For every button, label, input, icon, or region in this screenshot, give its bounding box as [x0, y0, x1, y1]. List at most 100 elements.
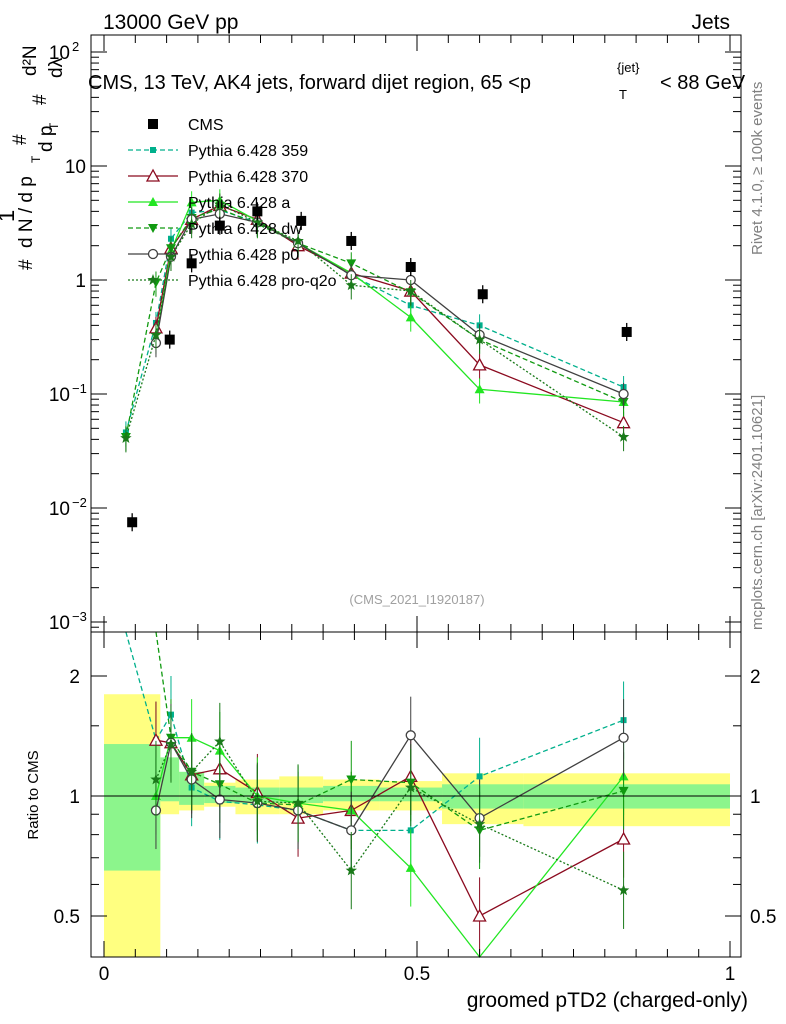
- cms-data-point: [214, 220, 225, 231]
- title-main: CMS, 13 TeV, AK4 jets, forward dijet reg…: [88, 72, 531, 94]
- ratio-marker: [346, 775, 357, 785]
- title-end: < 88 GeV: [660, 72, 746, 94]
- legend-marker-cms: [148, 119, 158, 129]
- title-sub: T: [619, 87, 627, 102]
- ratio-marker: [214, 735, 226, 747]
- ylabel-hash1: #: [16, 259, 37, 270]
- ratio-marker: [476, 773, 483, 780]
- ratio-marker: [472, 908, 487, 922]
- cms-data-point: [621, 326, 632, 337]
- series-marker: [474, 384, 485, 394]
- series-marker: [186, 197, 197, 207]
- ratio-marker: [185, 765, 198, 777]
- series-line: [125, 203, 624, 439]
- series-marker: [165, 250, 177, 262]
- ratio-y-tick-label-right: 2: [750, 667, 761, 688]
- main-y-tick-label: 10: [49, 613, 70, 634]
- ylabel-hash2: #: [10, 134, 31, 145]
- ratio-series-line: [155, 737, 625, 959]
- ratio-series-line: [155, 740, 624, 891]
- main-y-tick-label: 1: [75, 271, 86, 292]
- ylabel-dN: d N / d p: [16, 176, 37, 248]
- ylabel-one: 1: [0, 210, 19, 222]
- ratio-band-green: [279, 787, 324, 804]
- series-marker: [618, 388, 629, 400]
- ratio-panel-series: [125, 631, 631, 959]
- legend-label: Pythia 6.428 pro-q2o: [188, 273, 337, 290]
- ratio-marker: [473, 818, 486, 829]
- rivet-version-label: Rivet 4.1.0, ≥ 100k events: [749, 82, 766, 255]
- cms-data-point: [296, 215, 307, 226]
- legend-label: Pythia 6.428 370: [188, 169, 308, 186]
- ratio-marker: [405, 730, 416, 741]
- cms-data-point: [186, 258, 197, 269]
- ylabel-hash3: #: [30, 94, 51, 105]
- main-y-axis-label: # d N / d p T 1 # d p T # d²N dλ: [0, 45, 67, 270]
- x-tick-label: 0.5: [404, 964, 430, 985]
- series-line: [125, 208, 624, 438]
- ratio-marker: [617, 884, 630, 896]
- title-sup: {jet}: [617, 60, 640, 75]
- main-panel-series: [120, 189, 632, 532]
- ratio-band-green: [104, 744, 161, 871]
- ratio-marker: [405, 862, 416, 872]
- legend-marker: [147, 274, 159, 285]
- ratio-marker: [618, 786, 629, 796]
- series-line: [155, 213, 624, 395]
- ratio-series-line: [155, 739, 624, 917]
- ratio-marker: [405, 781, 417, 793]
- ratio-panel-frame: [90, 631, 742, 958]
- ylabel-dp-sub: T: [47, 122, 61, 130]
- x-tick-label: 1: [725, 964, 736, 985]
- cms-data-point: [477, 289, 488, 300]
- ratio-marker: [292, 797, 304, 808]
- analysis-watermark: (CMS_2021_I1920187): [349, 592, 484, 607]
- legend-marker: [148, 224, 158, 233]
- x-axis-label: groomed pTD2 (charged-only): [467, 989, 748, 1012]
- ylabel-d2N: d²N: [20, 45, 41, 76]
- legend-marker: [150, 147, 156, 153]
- cms-data-point: [164, 334, 175, 345]
- ratio-marker: [214, 794, 225, 805]
- legend-label: Pythia 6.428 p0: [188, 247, 299, 264]
- ylabel-dp: d p: [36, 126, 57, 152]
- ratio-y-tick-label: 2: [69, 667, 80, 688]
- series-marker: [214, 198, 226, 210]
- legend-marker: [147, 248, 159, 260]
- series-marker: [473, 333, 486, 345]
- main-y-tick-exponent: −3: [72, 609, 87, 624]
- legend-label: Pythia 6.428 a: [188, 195, 290, 212]
- main-y-tick-label: 10: [65, 157, 86, 178]
- series-marker: [405, 285, 417, 296]
- cms-data-point: [252, 206, 263, 217]
- series-marker: [346, 259, 357, 269]
- series-marker: [292, 235, 304, 246]
- main-y-tick-exponent: 2: [72, 39, 79, 54]
- main-y-tick-exponent: −1: [72, 381, 87, 396]
- legend-label-cms: CMS: [188, 117, 224, 134]
- series-line: [125, 209, 624, 433]
- ylabel-dN-sub: T: [29, 155, 43, 163]
- ratio-series-line: [155, 734, 624, 832]
- plot-title: CMS, 13 TeV, AK4 jets, forward dijet reg…: [88, 60, 746, 102]
- ratio-marker: [618, 732, 629, 743]
- ratio-y-axis-label: Ratio to CMS: [25, 750, 42, 839]
- cms-data-point: [405, 262, 416, 273]
- ratio-series-line: [125, 631, 624, 832]
- ratio-marker: [165, 738, 177, 749]
- series-marker: [185, 218, 198, 229]
- ratio-y-tick-label-right: 1: [750, 787, 761, 808]
- category-label: Jets: [691, 11, 730, 34]
- series-marker: [472, 357, 487, 371]
- ratio-marker: [345, 864, 357, 876]
- mcplots-label: mcplots.cern.ch [arXiv:2401.10621]: [749, 395, 766, 630]
- series-marker: [251, 216, 264, 228]
- x-tick-label: 0: [99, 964, 110, 985]
- series-marker: [617, 430, 630, 442]
- main-y-tick-label: 10: [49, 385, 70, 406]
- ratio-marker: [150, 773, 162, 785]
- cms-data-point: [127, 517, 138, 528]
- legend-label: Pythia 6.428 359: [188, 143, 308, 160]
